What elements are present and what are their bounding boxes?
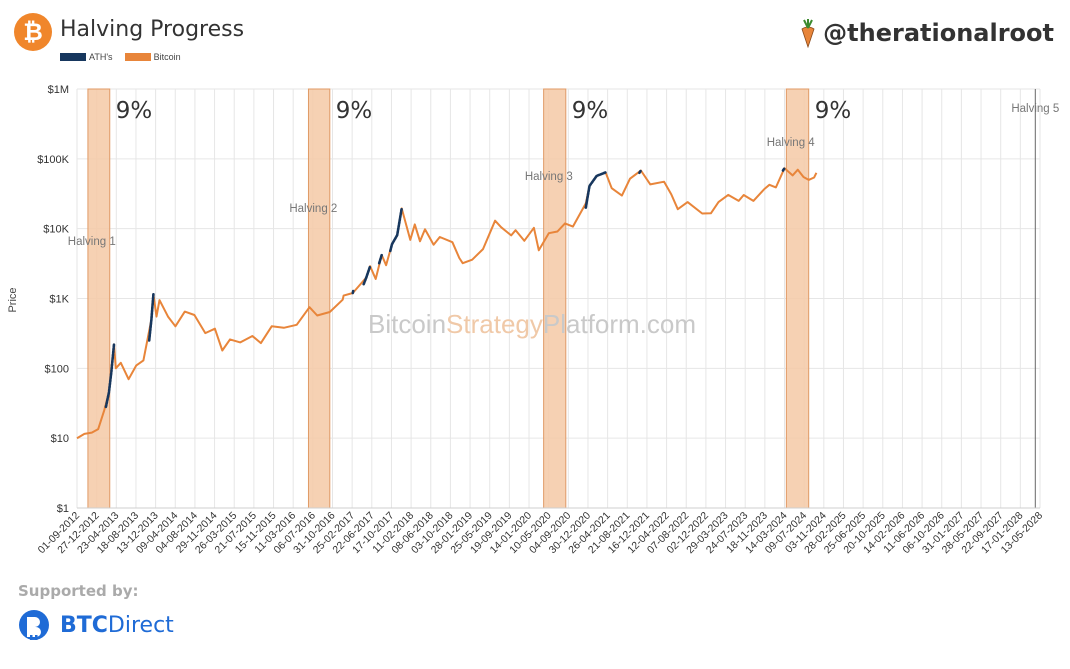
btcdirect-logo-icon (19, 610, 49, 640)
watermark-part-2: Strategy (446, 309, 543, 339)
halving-label: Halving 3 (525, 171, 573, 183)
halving-band (785, 88, 810, 509)
sponsor-name-bold: BTC (60, 612, 108, 638)
halving-label: Halving 4 (767, 137, 816, 149)
legend-label-ath: ATH's (89, 52, 113, 62)
y-tick-label: $1K (49, 294, 69, 306)
watermark-part-3: Platform.com (543, 309, 696, 339)
halving-percent-label: 9% (572, 98, 609, 124)
y-tick-label: $10 (51, 433, 69, 445)
legend-label-bitcoin: Bitcoin (153, 52, 181, 62)
halving-band (307, 88, 331, 509)
halving-percent-label: 9% (116, 98, 152, 124)
y-tick-label: $100K (37, 154, 69, 166)
legend-item-bitcoin: Bitcoin (124, 52, 181, 62)
y-tick-label: $100 (45, 363, 69, 375)
ath-segment (638, 169, 643, 175)
watermark-part-1: Bitcoin (368, 309, 446, 339)
author-handle-text: @therationalroot (823, 19, 1054, 47)
halving-label: Halving 2 (289, 203, 337, 215)
carrot-icon (801, 19, 815, 48)
ath-segment (362, 264, 372, 286)
y-axis-title: Price (7, 287, 19, 312)
sponsor-name-rest: Direct (107, 612, 174, 638)
y-tick-label: $1M (48, 84, 69, 96)
halving-band (543, 88, 567, 509)
bitcoin-logo-icon: ₿ (14, 13, 52, 51)
chart-legend: ATH's Bitcoin (60, 52, 187, 62)
ath-segment (584, 171, 607, 209)
watermark: BitcoinStrategyPlatform.com (368, 309, 696, 339)
ath-segment (389, 207, 403, 253)
y-tick-label: $10K (43, 224, 69, 236)
price-chart: BitcoinStrategyPlatform.com 9% Halving 1 9… (7, 84, 1059, 556)
halving-percent-label: 9% (815, 98, 852, 124)
bitcoin-price-line (76, 167, 818, 440)
legend-item-ath: ATH's (60, 52, 113, 62)
sponsor-name: BTCDirect (60, 613, 174, 638)
ath-segment (377, 253, 383, 265)
legend-swatch-ath (60, 53, 86, 61)
supported-by-label: Supported by: (18, 582, 139, 600)
halving-label: Halving 5 (1011, 103, 1059, 115)
halving-label: Halving 1 (68, 236, 116, 248)
ath-segment (147, 293, 155, 342)
ath-segment (781, 166, 786, 172)
halving-percent-label: 9% (336, 98, 373, 124)
legend-swatch-bitcoin (124, 53, 151, 61)
page-title: Halving Progress (60, 17, 245, 42)
ath-segment (104, 343, 116, 409)
y-tick-label: $1 (57, 503, 69, 515)
halving-band (87, 88, 111, 509)
sponsor-logo: BTCDirect (16, 605, 174, 645)
author-handle: @therationalroot (799, 18, 1054, 48)
